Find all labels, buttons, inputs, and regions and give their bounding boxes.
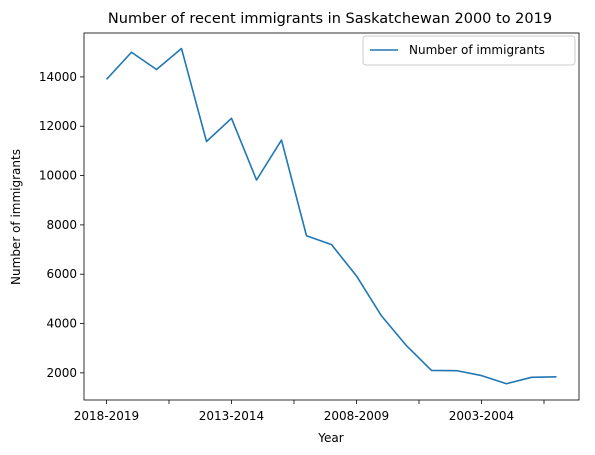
series-line-number-of-immigrants	[105, 47, 557, 385]
x-tick-label: 2003-2004	[449, 409, 514, 423]
y-tick-label: 4000	[46, 317, 77, 331]
legend: Number of immigrants	[362, 35, 576, 66]
y-tick-label: 2000	[46, 366, 77, 380]
chart-title: Number of recent immigrants in Saskatche…	[108, 11, 552, 27]
x-tick-label: 2013-2014	[199, 409, 264, 423]
y-axis-label: Number of immigrants	[9, 149, 23, 285]
y-tick-label: 8000	[46, 218, 77, 232]
x-tick-label: 2008-2009	[324, 409, 389, 423]
legend-label: Number of immigrants	[409, 43, 545, 57]
x-axis-label: Year	[317, 431, 343, 445]
y-axis: 2000 4000 6000 8000 10000 12000 14000	[39, 70, 84, 380]
plot-area	[83, 32, 580, 401]
y-tick-label: 10000	[39, 169, 77, 183]
x-axis: 2018-2019 2013-2014 2008-2009 2003-2004	[74, 400, 545, 423]
plot-frame	[83, 32, 580, 401]
y-tick-label: 12000	[39, 119, 77, 133]
legend-box	[362, 35, 576, 66]
x-tick-label: 2018-2019	[74, 409, 139, 423]
y-tick-label: 6000	[46, 267, 77, 281]
y-tick-label: 14000	[39, 70, 77, 84]
